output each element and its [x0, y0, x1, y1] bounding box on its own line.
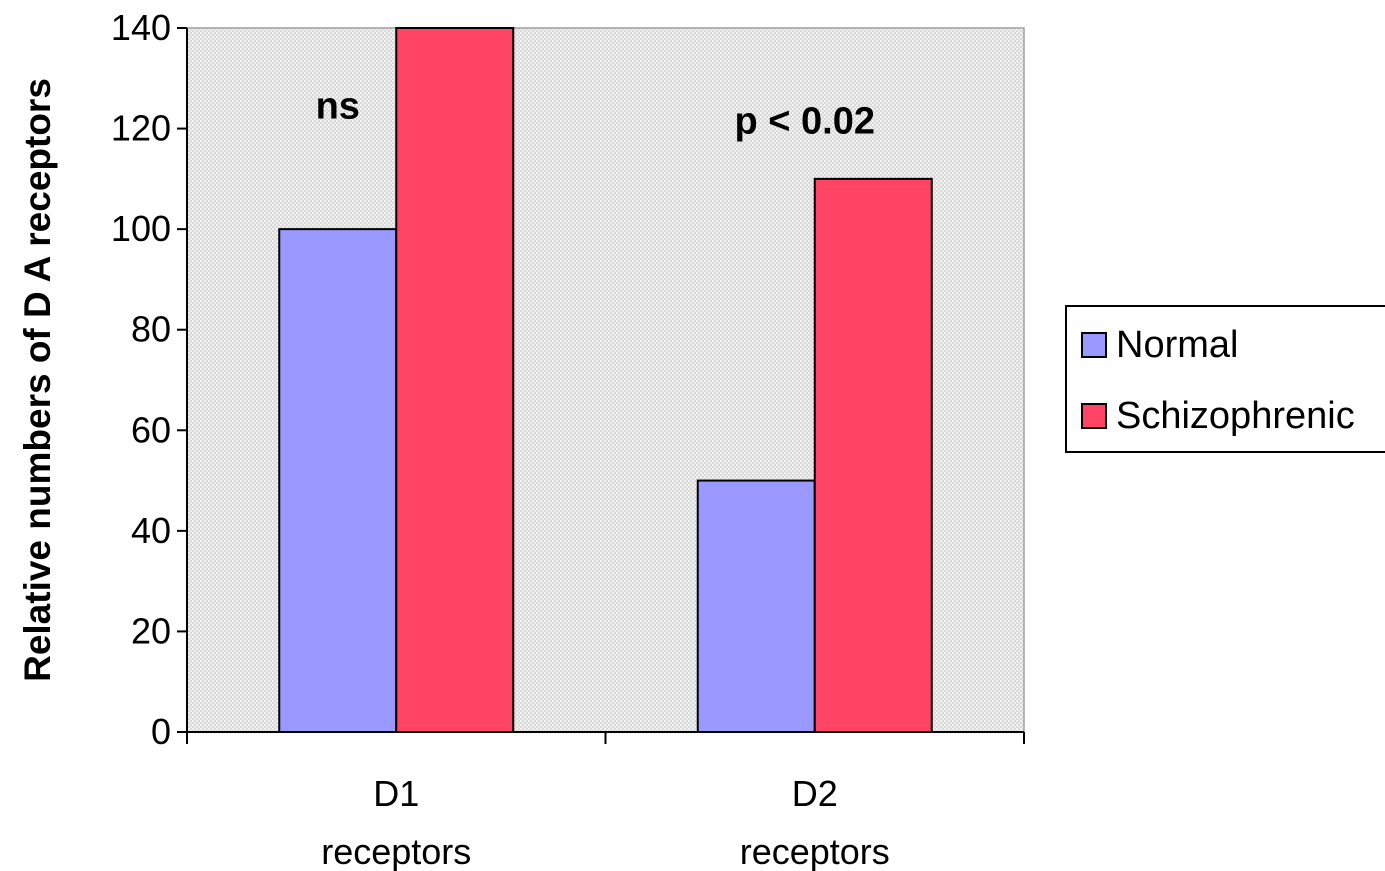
- annotation-label: ns: [316, 86, 360, 128]
- y-tick-label: 140: [111, 7, 171, 48]
- bars-group: [278, 27, 933, 734]
- bar-normal-d1: [278, 228, 398, 733]
- x-tick-label: D1: [373, 773, 419, 814]
- x-tick-label: D2: [792, 773, 838, 814]
- y-tick-label: 0: [151, 711, 171, 752]
- legend: Normal Schizophrenic: [1065, 305, 1385, 453]
- bar-schizophrenic-d1: [395, 27, 515, 733]
- x-ticks: D1 receptors D2 receptors: [186, 732, 1025, 871]
- legend-label-normal: Normal: [1116, 324, 1238, 366]
- y-tick-label: 120: [111, 108, 171, 149]
- y-tick-label: 60: [131, 409, 171, 450]
- legend-swatch-schizophrenic: [1081, 403, 1107, 429]
- y-tick-label: 40: [131, 510, 171, 551]
- y-tick-label: 80: [131, 309, 171, 350]
- x-tick-label-line2: receptors: [740, 831, 890, 871]
- legend-swatch-normal: [1081, 332, 1107, 358]
- annotation-label: p < 0.02: [735, 101, 875, 143]
- bar-schizophrenic-d2: [813, 177, 933, 734]
- y-ticks: 0 20 40 60 80 100 120 140: [111, 7, 187, 752]
- annotations-group: ns p < 0.02: [316, 86, 875, 143]
- y-axis-label: Relative numbers of D A receptors: [17, 78, 58, 682]
- y-tick-label: 100: [111, 208, 171, 249]
- legend-box: [1065, 305, 1385, 453]
- y-tick-label: 20: [131, 610, 171, 651]
- bar-normal-d2: [696, 479, 816, 734]
- x-tick-label-line2: receptors: [321, 831, 471, 871]
- legend-label-schizophrenic: Schizophrenic: [1116, 395, 1355, 437]
